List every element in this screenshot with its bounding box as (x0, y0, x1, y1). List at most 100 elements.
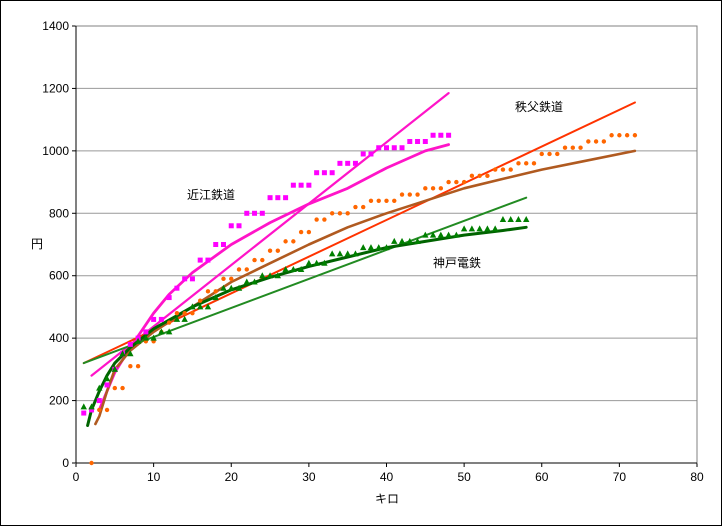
x-tick-label: 70 (613, 470, 627, 484)
point-chichibu (120, 385, 125, 391)
point-kobe (367, 244, 375, 251)
point-kobe (422, 231, 429, 238)
x-tick-label: 50 (457, 470, 471, 484)
y-tick-labels: 0 200 400 600 800 1000 1200 1400 (42, 19, 69, 470)
point-ohmi (352, 160, 358, 166)
point-kobe (173, 315, 181, 322)
point-kobe (158, 328, 165, 335)
point-chichibu (337, 211, 343, 216)
point-kobe (111, 365, 119, 372)
point-chichibu (578, 145, 583, 150)
point-kobe (212, 294, 219, 301)
fit-lines (82, 92, 637, 427)
point-ohmi (166, 295, 172, 301)
point-chichibu (306, 229, 312, 235)
point-kobe (515, 216, 522, 223)
point-chichibu (562, 145, 568, 150)
point-chichibu (166, 320, 172, 325)
point-chichibu (198, 298, 203, 303)
point-ohmi (89, 407, 95, 413)
point-kobe (259, 272, 266, 279)
point-chichibu (384, 198, 389, 203)
point-chichibu (423, 186, 428, 191)
point-chichibu (485, 173, 490, 179)
point-kobe (476, 225, 483, 232)
point-chichibu (190, 310, 195, 316)
point-kobe (429, 231, 437, 238)
point-chichibu (601, 139, 607, 144)
point-chichibu (430, 186, 436, 191)
point-ohmi (337, 160, 343, 166)
point-chichibu (213, 289, 218, 294)
point-kobe (96, 384, 103, 391)
series-label-ohmi: 近江鉄道 (187, 187, 235, 202)
point-chichibu (353, 204, 358, 210)
point-kobe (228, 284, 235, 291)
point-ohmi (430, 132, 436, 138)
point-chichibu (135, 364, 141, 369)
point-ohmi (236, 223, 242, 229)
point-kobe (414, 237, 421, 244)
point-kobe (344, 250, 351, 257)
data-points (80, 132, 638, 466)
point-chichibu (104, 407, 110, 413)
log-fit-ohmi (97, 143, 451, 412)
point-chichibu (97, 407, 102, 413)
point-chichibu (547, 151, 552, 157)
point-chichibu (415, 192, 420, 197)
point-kobe (484, 225, 491, 232)
point-ohmi (306, 182, 312, 188)
point-ohmi (220, 242, 226, 247)
point-ohmi (158, 316, 164, 322)
point-kobe (398, 237, 406, 244)
point-kobe (150, 334, 157, 341)
point-ohmi (298, 182, 304, 188)
y-tick-label: 400 (49, 331, 69, 345)
point-kobe (282, 265, 289, 272)
point-chichibu (399, 192, 405, 197)
point-kobe (181, 315, 188, 322)
point-kobe (197, 303, 204, 310)
point-ohmi (321, 170, 327, 176)
point-chichibu (492, 167, 498, 172)
point-chichibu (260, 257, 265, 263)
point-chichibu (174, 310, 180, 316)
x-tick-label: 30 (302, 470, 316, 484)
point-ohmi (127, 341, 133, 347)
point-ohmi (259, 210, 265, 216)
point-kobe (235, 284, 243, 291)
point-ohmi (189, 276, 195, 282)
point-chichibu (329, 211, 335, 216)
point-chichibu (593, 139, 599, 144)
linear-fit-kobe (82, 196, 528, 365)
point-chichibu (314, 217, 319, 222)
point-kobe (406, 237, 413, 244)
point-chichibu (609, 133, 614, 138)
point-ohmi (415, 138, 421, 144)
point-kobe (274, 272, 282, 279)
point-chichibu (298, 229, 304, 235)
point-kobe (437, 231, 445, 238)
point-chichibu (345, 211, 350, 216)
point-ohmi (252, 210, 258, 216)
point-ohmi (290, 182, 296, 188)
point-kobe (142, 334, 150, 341)
y-tick-label: 200 (49, 394, 69, 408)
point-ohmi (182, 276, 188, 282)
point-chichibu (461, 179, 467, 185)
point-ohmi (205, 257, 211, 263)
point-ohmi (446, 132, 452, 138)
point-kobe (352, 250, 359, 257)
point-kobe (391, 237, 398, 244)
point-chichibu (477, 173, 482, 179)
point-ohmi (244, 210, 250, 216)
x-tick-label: 60 (535, 470, 549, 484)
point-ohmi (345, 160, 351, 166)
point-kobe (360, 244, 367, 251)
point-chichibu (361, 204, 366, 210)
y-tick-label: 1000 (42, 144, 69, 158)
point-kobe (266, 272, 274, 279)
y-tick-label: 1400 (42, 19, 69, 33)
point-chichibu (267, 248, 273, 253)
point-kobe (220, 284, 227, 291)
